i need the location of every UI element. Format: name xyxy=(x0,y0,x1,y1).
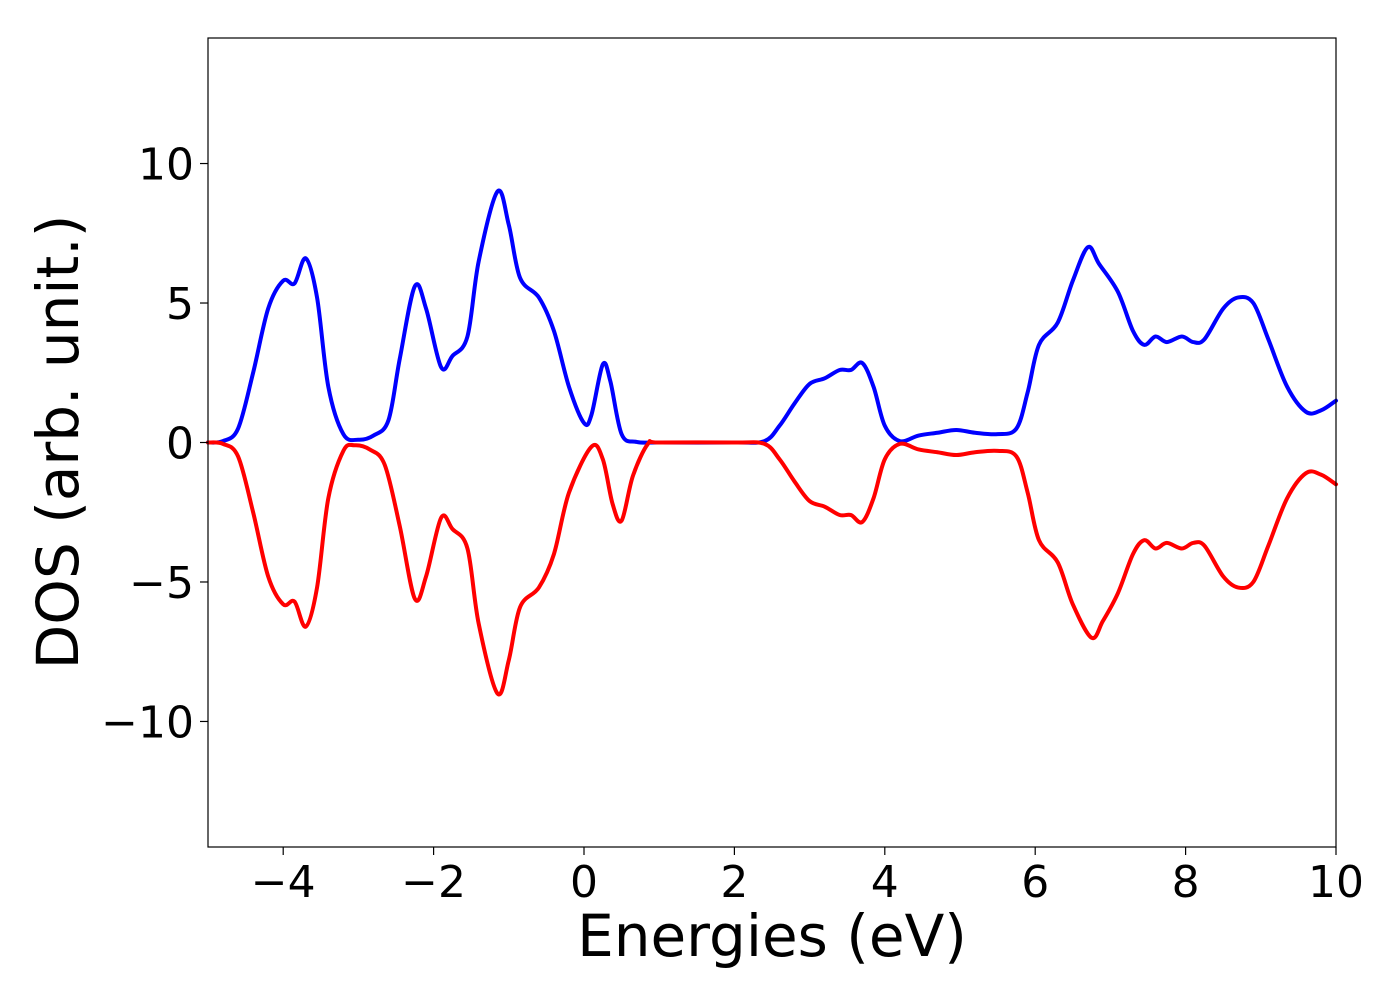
y-tick-label: −5 xyxy=(129,558,194,609)
x-tick-label: 8 xyxy=(1172,857,1200,908)
y-tick-label: 5 xyxy=(166,279,194,330)
x-tick-label: 6 xyxy=(1021,857,1049,908)
x-tick-label: 2 xyxy=(720,857,748,908)
series-layer xyxy=(206,188,1338,697)
x-tick-label: 0 xyxy=(570,857,598,908)
plot-frame xyxy=(207,37,1337,848)
y-tick-label: 0 xyxy=(166,419,194,470)
x-tick-label: −4 xyxy=(251,857,316,908)
x-axis-ticks: −4 −2 0 2 4 6 8 10 xyxy=(251,847,1364,908)
x-tick-label: 10 xyxy=(1308,857,1364,908)
y-axis-title: DOS (arb. unit.) xyxy=(24,215,92,670)
y-tick-label: −10 xyxy=(101,697,194,748)
series-line-spin-down xyxy=(206,439,1338,697)
x-tick-label: −2 xyxy=(401,857,466,908)
y-axis-ticks: 10 5 0 −5 −10 xyxy=(101,140,208,748)
x-tick-label: 4 xyxy=(871,857,899,908)
y-tick-label: 10 xyxy=(138,140,194,191)
x-axis-title: Energies (eV) xyxy=(577,902,967,970)
series-line-spin-up xyxy=(206,188,1338,445)
